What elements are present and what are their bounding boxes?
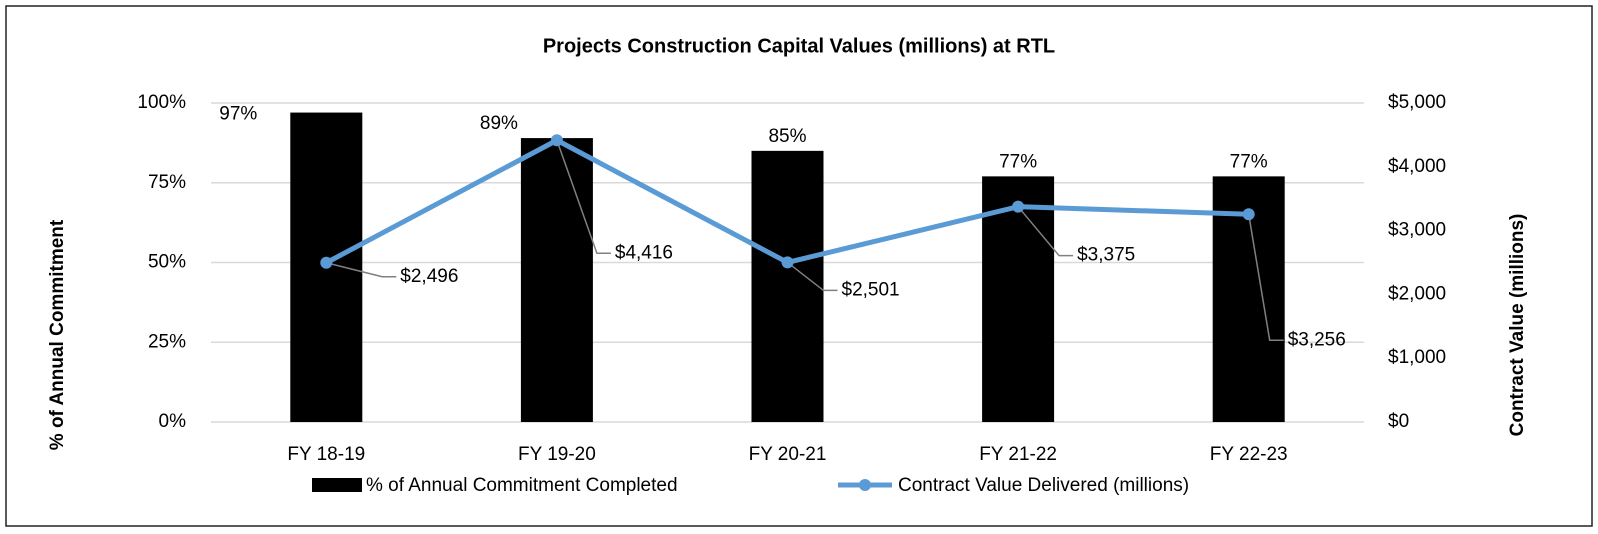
leader-line: [787, 261, 838, 292]
legend-label: % of Annual Commitment Completed: [366, 475, 678, 496]
leader-line: [1017, 206, 1074, 257]
legend-swatch: [312, 478, 362, 492]
legend-label: Contract Value Delivered (millions): [898, 475, 1189, 496]
bar-value-label: 77%: [1230, 151, 1268, 172]
line-point: [1012, 200, 1025, 213]
line-point: [1242, 208, 1255, 221]
bar-value-label: 85%: [768, 126, 806, 147]
legend-swatch-point: [859, 479, 871, 491]
bar: [751, 150, 824, 422]
y2-axis-title: Contract Value (millions): [1507, 214, 1528, 437]
line-point: [320, 256, 333, 269]
y2-tick-label: $5,000: [1388, 92, 1446, 113]
y2-tick-label: $0: [1388, 411, 1409, 432]
leader-line: [556, 140, 611, 255]
bar-value-label: 77%: [999, 151, 1037, 172]
y2-tick-label: $4,000: [1388, 156, 1446, 177]
y-axis-title: % of Annual Commitment: [47, 219, 68, 450]
y2-tick-label: $1,000: [1388, 347, 1446, 368]
line-value-label: $3,375: [1077, 245, 1135, 266]
chart-title: Projects Construction Capital Values (mi…: [543, 35, 1055, 57]
line-value-label: $4,416: [615, 242, 673, 263]
y-tick-label: 25%: [148, 331, 186, 352]
line-point: [781, 256, 794, 269]
bar: [982, 176, 1055, 422]
y-tick-label: 50%: [148, 252, 186, 273]
bar-value-label: 89%: [480, 113, 518, 134]
line-value-label: $2,501: [842, 279, 900, 300]
x-tick-label: FY 18-19: [287, 444, 365, 465]
line-value-label: $3,256: [1288, 329, 1346, 350]
line-point: [550, 134, 563, 147]
y-tick-label: 0%: [159, 411, 187, 432]
y2-tick-label: $2,000: [1388, 283, 1446, 304]
bar-value-label: 97%: [219, 104, 257, 125]
x-tick-label: FY 19-20: [518, 444, 596, 465]
leader-line: [326, 262, 397, 278]
bar: [520, 138, 593, 422]
x-tick-label: FY 20-21: [749, 444, 827, 465]
line-value-label: $2,496: [400, 266, 458, 287]
x-tick-label: FY 21-22: [979, 444, 1057, 465]
x-tick-label: FY 22-23: [1210, 444, 1288, 465]
leader-line: [1247, 214, 1284, 342]
y2-tick-label: $3,000: [1388, 220, 1446, 241]
y-tick-label: 75%: [148, 172, 186, 193]
y-tick-label: 100%: [137, 92, 186, 113]
